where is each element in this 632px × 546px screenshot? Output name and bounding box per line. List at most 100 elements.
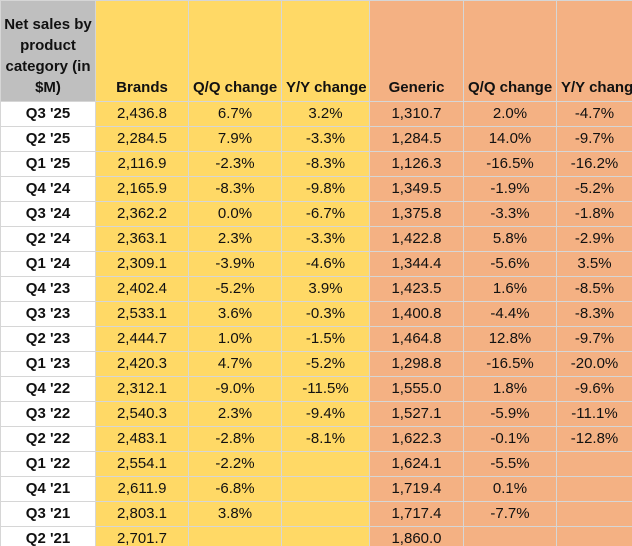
table-row: Q3 '21 2,803.1 3.8% 1,717.4 -7.7% — [0, 501, 632, 527]
brands-value-cell: 2,363.1 — [95, 226, 189, 252]
table-row: Q4 '24 2,165.9 -8.3% -9.8% 1,349.5 -1.9% -5.2% — [0, 176, 632, 202]
generic-value-cell: 1,527.1 — [369, 401, 464, 427]
brands-qq-change-cell: 0.0% — [188, 201, 282, 227]
brands-yy-change-cell: -0.3% — [281, 301, 370, 327]
brands-value-cell: 2,436.8 — [95, 101, 189, 127]
header-brands: Brands — [95, 0, 189, 102]
generic-value-cell: 1,422.8 — [369, 226, 464, 252]
period-label-cell: Q3 '24 — [0, 201, 96, 227]
brands-value-cell: 2,309.1 — [95, 251, 189, 277]
header-generic-qq-change: Q/Q change — [463, 0, 557, 102]
table-row: Q3 '25 2,436.8 6.7% 3.2% 1,310.7 2.0% -4.7% — [0, 101, 632, 127]
brands-yy-change-cell — [281, 476, 370, 502]
generic-yy-change-cell — [556, 476, 632, 502]
generic-qq-change-cell: -0.1% — [463, 426, 557, 452]
brands-yy-change-cell: -5.2% — [281, 351, 370, 377]
generic-yy-change-cell — [556, 501, 632, 527]
generic-yy-change-cell: -1.8% — [556, 201, 632, 227]
generic-qq-change-cell: -5.5% — [463, 451, 557, 477]
header-brands-qq-change: Q/Q change — [188, 0, 282, 102]
generic-qq-change-cell: 1.8% — [463, 376, 557, 402]
generic-qq-change-cell: -16.5% — [463, 351, 557, 377]
period-label-cell: Q4 '24 — [0, 176, 96, 202]
header-brands-yy-change: Y/Y change — [281, 0, 370, 102]
generic-value-cell: 1,375.8 — [369, 201, 464, 227]
brands-yy-change-cell — [281, 526, 370, 546]
generic-yy-change-cell: -12.8% — [556, 426, 632, 452]
brands-value-cell: 2,312.1 — [95, 376, 189, 402]
brands-yy-change-cell: -3.3% — [281, 226, 370, 252]
generic-yy-change-cell: -9.7% — [556, 126, 632, 152]
generic-qq-change-cell: 2.0% — [463, 101, 557, 127]
period-label-cell: Q3 '25 — [0, 101, 96, 127]
brands-value-cell: 2,803.1 — [95, 501, 189, 527]
brands-qq-change-cell: -3.9% — [188, 251, 282, 277]
generic-yy-change-cell: -4.7% — [556, 101, 632, 127]
generic-qq-change-cell: -7.7% — [463, 501, 557, 527]
generic-value-cell: 1,310.7 — [369, 101, 464, 127]
brands-qq-change-cell: 1.0% — [188, 326, 282, 352]
brands-yy-change-cell: 3.9% — [281, 276, 370, 302]
brands-value-cell: 2,165.9 — [95, 176, 189, 202]
generic-yy-change-cell — [556, 526, 632, 546]
generic-yy-change-cell: -2.9% — [556, 226, 632, 252]
generic-yy-change-cell: -8.5% — [556, 276, 632, 302]
generic-qq-change-cell: -4.4% — [463, 301, 557, 327]
generic-value-cell: 1,284.5 — [369, 126, 464, 152]
generic-qq-change-cell: -16.5% — [463, 151, 557, 177]
brands-yy-change-cell: -11.5% — [281, 376, 370, 402]
brands-qq-change-cell: -9.0% — [188, 376, 282, 402]
generic-qq-change-cell: 14.0% — [463, 126, 557, 152]
generic-value-cell: 1,719.4 — [369, 476, 464, 502]
period-label-cell: Q3 '22 — [0, 401, 96, 427]
generic-qq-change-cell: 12.8% — [463, 326, 557, 352]
period-label-cell: Q4 '21 — [0, 476, 96, 502]
brands-qq-change-cell: -2.2% — [188, 451, 282, 477]
brands-qq-change-cell: -2.3% — [188, 151, 282, 177]
table-row: Q1 '23 2,420.3 4.7% -5.2% 1,298.8 -16.5% -20.0… — [0, 351, 632, 377]
period-label-cell: Q2 '21 — [0, 526, 96, 546]
brands-value-cell: 2,701.7 — [95, 526, 189, 546]
generic-value-cell: 1,624.1 — [369, 451, 464, 477]
brands-qq-change-cell: 6.7% — [188, 101, 282, 127]
brands-qq-change-cell: 3.6% — [188, 301, 282, 327]
brands-yy-change-cell: -8.1% — [281, 426, 370, 452]
period-label-cell: Q2 '25 — [0, 126, 96, 152]
brands-yy-change-cell — [281, 501, 370, 527]
generic-value-cell: 1,555.0 — [369, 376, 464, 402]
period-label-cell: Q2 '23 — [0, 326, 96, 352]
brands-value-cell: 2,611.9 — [95, 476, 189, 502]
generic-qq-change-cell: -5.6% — [463, 251, 557, 277]
table-row: Q3 '22 2,540.3 2.3% -9.4% 1,527.1 -5.9% -11.1% — [0, 401, 632, 427]
generic-yy-change-cell: -9.6% — [556, 376, 632, 402]
table-row: Q2 '22 2,483.1 -2.8% -8.1% 1,622.3 -0.1% -12.8… — [0, 426, 632, 452]
table-row: Q1 '22 2,554.1 -2.2% 1,624.1 -5.5% — [0, 451, 632, 477]
generic-yy-change-cell: -5.2% — [556, 176, 632, 202]
table-body: Q3 '25 2,436.8 6.7% 3.2% 1,310.7 2.0% -4.7% Q2 … — [0, 101, 632, 546]
brands-qq-change-cell — [188, 526, 282, 546]
generic-yy-change-cell: -20.0% — [556, 351, 632, 377]
brands-qq-change-cell: -8.3% — [188, 176, 282, 202]
table-row: Q1 '25 2,116.9 -2.3% -8.3% 1,126.3 -16.5% -16.… — [0, 151, 632, 177]
generic-yy-change-cell: -11.1% — [556, 401, 632, 427]
generic-value-cell: 1,400.8 — [369, 301, 464, 327]
brands-yy-change-cell: -3.3% — [281, 126, 370, 152]
period-label-cell: Q1 '25 — [0, 151, 96, 177]
brands-qq-change-cell: 4.7% — [188, 351, 282, 377]
table-row: Q2 '23 2,444.7 1.0% -1.5% 1,464.8 12.8% -9.7% — [0, 326, 632, 352]
header-corner-title: Net sales by product category (in $M) — [0, 0, 96, 102]
period-label-cell: Q4 '22 — [0, 376, 96, 402]
table-row: Q1 '24 2,309.1 -3.9% -4.6% 1,344.4 -5.6% 3.5% — [0, 251, 632, 277]
generic-value-cell: 1,298.8 — [369, 351, 464, 377]
brands-yy-change-cell — [281, 451, 370, 477]
table-row: Q2 '24 2,363.1 2.3% -3.3% 1,422.8 5.8% -2.9% — [0, 226, 632, 252]
generic-value-cell: 1,622.3 — [369, 426, 464, 452]
generic-value-cell: 1,126.3 — [369, 151, 464, 177]
period-label-cell: Q1 '22 — [0, 451, 96, 477]
generic-value-cell: 1,464.8 — [369, 326, 464, 352]
generic-value-cell: 1,717.4 — [369, 501, 464, 527]
period-label-cell: Q3 '21 — [0, 501, 96, 527]
generic-value-cell: 1,423.5 — [369, 276, 464, 302]
generic-qq-change-cell: 1.6% — [463, 276, 557, 302]
generic-qq-change-cell: -3.3% — [463, 201, 557, 227]
